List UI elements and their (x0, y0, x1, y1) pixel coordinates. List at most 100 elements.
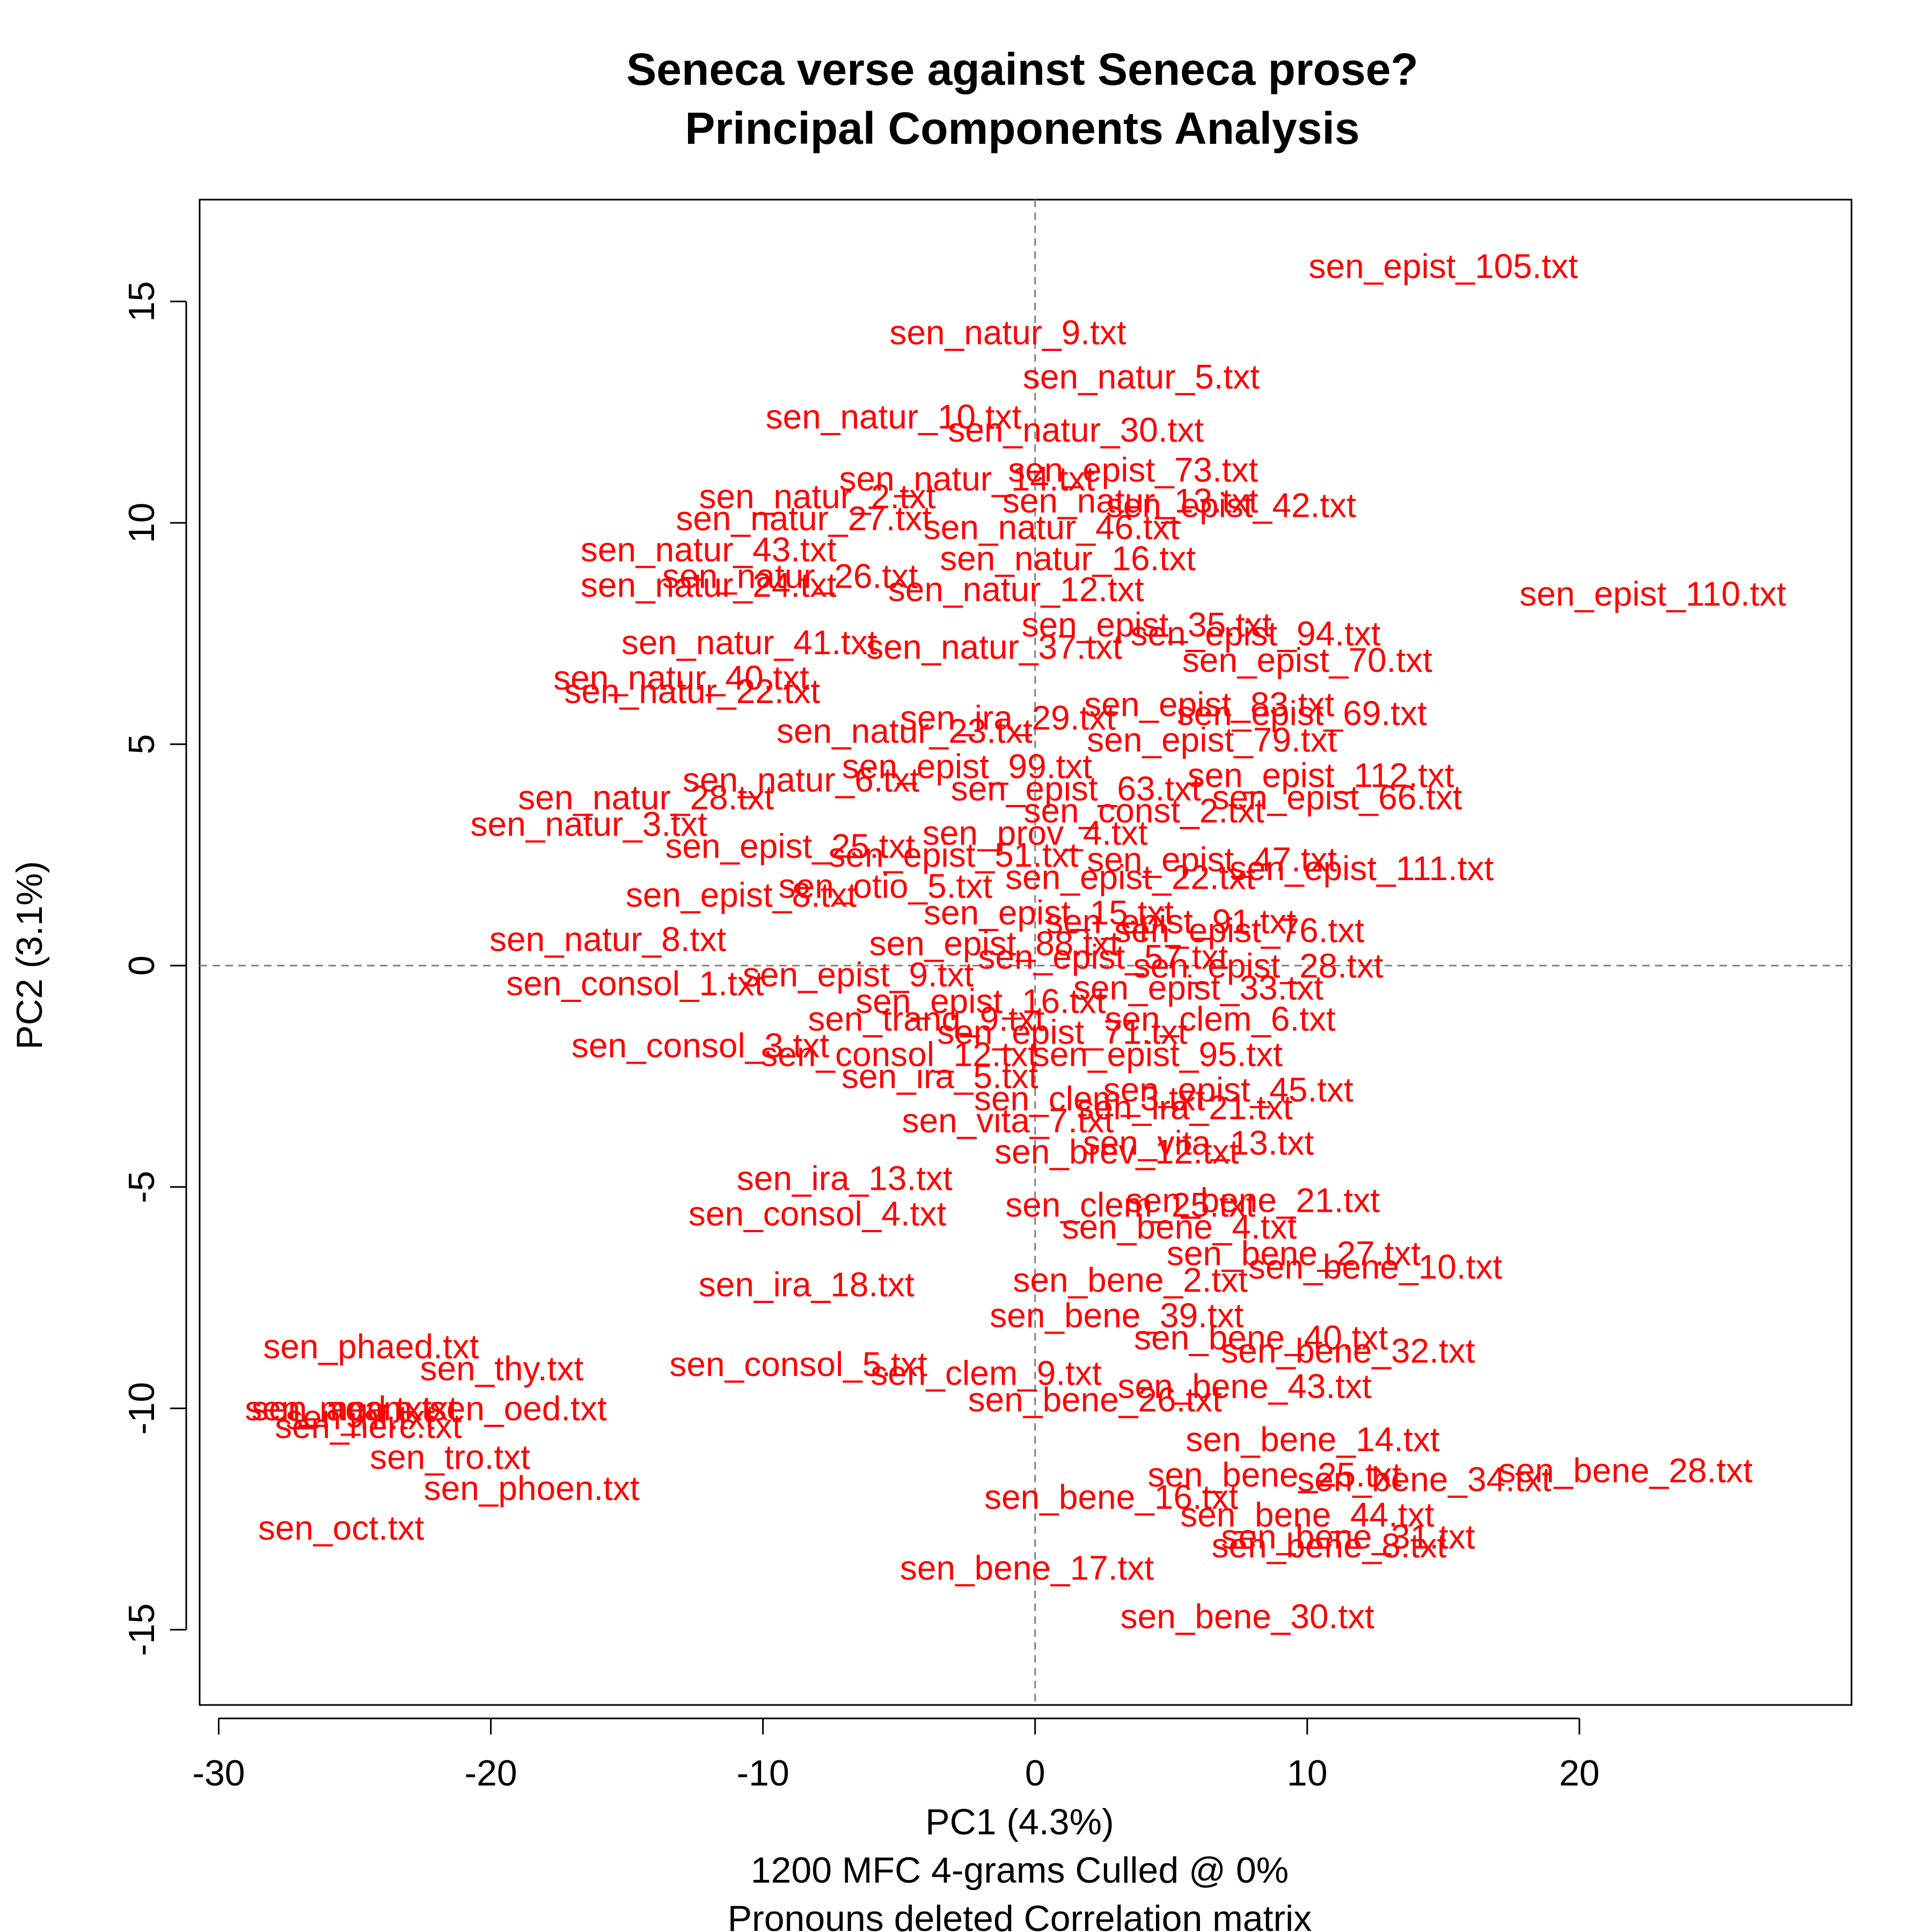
point-label: sen_brev_12.txt (994, 1132, 1239, 1171)
y-tick-label: -10 (121, 1382, 162, 1435)
point-label: sen_epist_79.txt (1087, 721, 1337, 759)
y-tick-label: 0 (121, 955, 162, 976)
point-label: sen_epist_95.txt (1033, 1035, 1283, 1073)
point-label: sen_bene_34.txt (1297, 1460, 1552, 1498)
point-label: sen_natur_5.txt (1023, 357, 1260, 396)
y-tick-label: 15 (121, 281, 162, 322)
point-label: sen_epist_111.txt (1230, 849, 1494, 888)
point-label: sen_natur_6.txt (683, 760, 919, 799)
point-label: sen_ira_18.txt (699, 1265, 914, 1304)
point-label: sen_bene_43.txt (1118, 1367, 1372, 1406)
point-label: sen_clem_25.txt (1005, 1185, 1255, 1224)
point-label: sen_med.txt (245, 1389, 432, 1428)
point-label: sen_bene_16.txt (984, 1477, 1239, 1516)
point-labels: sen_epist_105.txt sen_natur_9.txt sen_natu… (245, 247, 1786, 1636)
x-axis-label: PC1 (4.3%) (925, 1802, 1114, 1842)
point-label: sen_const_2.txt (1023, 792, 1264, 830)
plot-frame (199, 199, 1853, 1706)
point-label: sen_phoen.txt (424, 1469, 640, 1507)
point-label: sen_epist_33.txt (1073, 969, 1323, 1007)
x-axis: -30 -20 -10 0 10 20 (192, 1717, 1600, 1794)
point-label: sen_epist_47.txt (1087, 840, 1337, 879)
point-label: sen_epist_83.txt (1084, 685, 1334, 724)
point-label: sen_oct.txt (258, 1509, 425, 1547)
y-axis: -15 -10 -5 0 5 10 15 (121, 281, 187, 1656)
point-label: sen_natur_13.txt (1002, 481, 1258, 520)
point-label: sen_bene_32.txt (1221, 1331, 1475, 1370)
point-label: sen_natur_26.txt (662, 557, 918, 595)
caption-line-1: 1200 MFC 4-grams Culled @ 0% (751, 1850, 1289, 1891)
point-label: sen_tro.txt (370, 1438, 530, 1476)
point-label: sen_epist_42.txt (1106, 486, 1356, 524)
point-label: sen_ira_21.txt (1077, 1088, 1293, 1126)
chart-title: Seneca verse against Seneca prose? (626, 44, 1418, 94)
point-label: sen_natur_10.txt (766, 397, 1022, 436)
x-tick-label: 0 (1025, 1753, 1045, 1794)
point-label: sen_phaed.txt (263, 1327, 479, 1366)
point-label: sen_epist_69.txt (1177, 694, 1427, 733)
point-label: sen_consol_4.txt (689, 1194, 947, 1233)
point-label: sen_natur_16.txt (940, 539, 1196, 577)
point-label: sen_bene_8.txt (1212, 1526, 1447, 1565)
point-label: sen_ira_29.txt (900, 698, 1116, 737)
point-label: sen_natur_23.txt (777, 712, 1033, 750)
point-label: sen_epist_70.txt (1182, 641, 1432, 679)
point-label: sen_bene_28.txt (1498, 1451, 1753, 1490)
point-label: sen_natur_41.txt (621, 623, 877, 662)
point-label: sen_clem_6.txt (1104, 999, 1336, 1038)
point-label: sen_consol_1.txt (506, 964, 764, 1002)
point-label: sen_bene_30.txt (1121, 1597, 1375, 1636)
point-label: sen_bene_39.txt (990, 1296, 1244, 1335)
point-label: sen_epist_8.txt (626, 875, 857, 914)
point-label: sen_natur_2.txt (699, 477, 935, 516)
point-label: sen_tranq_9.txt (808, 999, 1044, 1038)
point-label: sen_agam.txt (252, 1389, 458, 1428)
x-tick-label: -10 (737, 1753, 789, 1794)
point-label: sen_epist_88.txt (869, 924, 1119, 963)
point-label: sen_epist_73.txt (1008, 450, 1258, 489)
chart-subtitle: Principal Components Analysis (685, 103, 1359, 153)
point-label: sen_bene_17.txt (900, 1548, 1154, 1587)
point-label: sen_epist_9.txt (743, 955, 974, 994)
point-label: sen_thy.txt (420, 1349, 583, 1388)
point-label: sen_clem_9.txt (870, 1353, 1102, 1392)
point-label: sen_epist_94.txt (1130, 614, 1380, 653)
point-label: sen_bene_27.txt (1167, 1234, 1421, 1273)
point-label: sen_bene_4.txt (1062, 1208, 1297, 1246)
point-label: sen_bene_44.txt (1180, 1495, 1435, 1534)
point-label: sen_natur_27.txt (676, 499, 932, 538)
point-label: sen_bene_10.txt (1248, 1247, 1503, 1286)
point-label: sen_natur_8.txt (489, 920, 726, 958)
point-label: sen_consol_3.txt (572, 1026, 830, 1065)
point-label: sen_epist_105.txt (1309, 247, 1578, 286)
y-tick-label: -15 (121, 1604, 162, 1656)
point-label: sen_oed.txt (429, 1389, 607, 1428)
point-label: sen_consol_12.txt (760, 1035, 1037, 1073)
point-label: sen_epist_45.txt (1103, 1070, 1353, 1109)
y-axis-label: PC2 (3.1%) (9, 861, 50, 1049)
point-label: sen_epist_71.txt (937, 1013, 1187, 1051)
point-label: sen_ira_5.txt (841, 1057, 1038, 1096)
caption-line-2: Pronouns deleted Correlation matrix (728, 1898, 1312, 1932)
point-label: sen_bene_26.txt (968, 1380, 1223, 1419)
y-tick-label: 5 (121, 734, 162, 755)
point-label: sen_natur_30.txt (948, 411, 1204, 449)
point-label: sen_epist_25.txt (665, 827, 915, 866)
point-label: sen_natur_22.txt (564, 672, 820, 711)
point-label: sen_epist_91.txt (1046, 902, 1296, 941)
point-label: sen_natur_3.txt (471, 804, 707, 843)
point-label: sen_natur_43.txt (581, 530, 837, 569)
point-label: sen_natur_28.txt (518, 778, 774, 817)
point-label: sen_epist_22.txt (1005, 858, 1255, 896)
point-label: sen_otio_5.txt (779, 867, 993, 905)
point-label: sen_natur_37.txt (866, 627, 1122, 666)
point-label: sen_natur_12.txt (888, 570, 1144, 609)
point-label: sen_natur_9.txt (889, 313, 1126, 352)
point-label: sen_ira_13.txt (737, 1159, 953, 1197)
point-label: sen_epist_112.txt (1188, 756, 1454, 795)
point-label: sen_epist_63.txt (951, 769, 1201, 808)
point-label: sen_epist_76.txt (1114, 911, 1364, 949)
point-label: sen_vita_13.txt (1083, 1123, 1314, 1162)
y-tick-label: 10 (121, 502, 162, 543)
